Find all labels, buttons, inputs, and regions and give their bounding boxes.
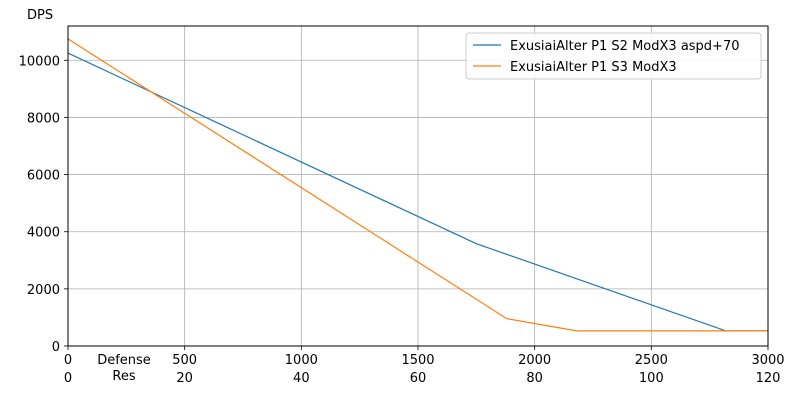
y-axis-label: DPS bbox=[27, 8, 53, 23]
x-tick-label: 1000 bbox=[285, 353, 318, 368]
x-tick-label-secondary: 20 bbox=[176, 371, 193, 386]
y-tick-label: 6000 bbox=[27, 169, 60, 184]
x-tick-label: 3000 bbox=[751, 353, 784, 368]
y-tick-label: 8000 bbox=[27, 111, 60, 126]
x-tick-label: 1500 bbox=[401, 353, 434, 368]
x-tick-label-secondary: 60 bbox=[410, 371, 427, 386]
x-tick-label-secondary: 40 bbox=[293, 371, 310, 386]
y-tick-label: 2000 bbox=[27, 283, 60, 298]
y-tick-label: 0 bbox=[52, 340, 60, 355]
x-tick-label-secondary: 80 bbox=[526, 371, 543, 386]
x-tick-label: 2000 bbox=[518, 353, 551, 368]
axis-ticks: 0050020100040150060200080250010030001200… bbox=[19, 54, 785, 386]
legend-box bbox=[465, 32, 762, 80]
y-tick-label: 4000 bbox=[27, 226, 60, 241]
legend-label-1: ExusiaiAlter P1 S2 ModX3 aspd+70 bbox=[510, 39, 740, 54]
x-tick-label: 2500 bbox=[635, 353, 668, 368]
x-tick-label: 500 bbox=[172, 353, 197, 368]
x-tick-label-secondary: 0 bbox=[64, 371, 72, 386]
series-line-2 bbox=[67, 38, 768, 332]
legend-label-2: ExusiaiAlter P1 S3 ModX3 bbox=[510, 60, 677, 75]
series-lines bbox=[67, 38, 768, 332]
x-axis-label-defense: Defense bbox=[97, 353, 151, 368]
y-tick-label: 10000 bbox=[19, 54, 60, 69]
x-tick-label-secondary: 100 bbox=[639, 371, 664, 386]
legend: ExusiaiAlter P1 S2 ModX3 aspd+70 ExusiaiA… bbox=[465, 32, 762, 80]
x-tick-label-secondary: 120 bbox=[756, 371, 781, 386]
x-tick-label: 0 bbox=[64, 353, 72, 368]
x-axis-label-res: Res bbox=[112, 369, 135, 384]
